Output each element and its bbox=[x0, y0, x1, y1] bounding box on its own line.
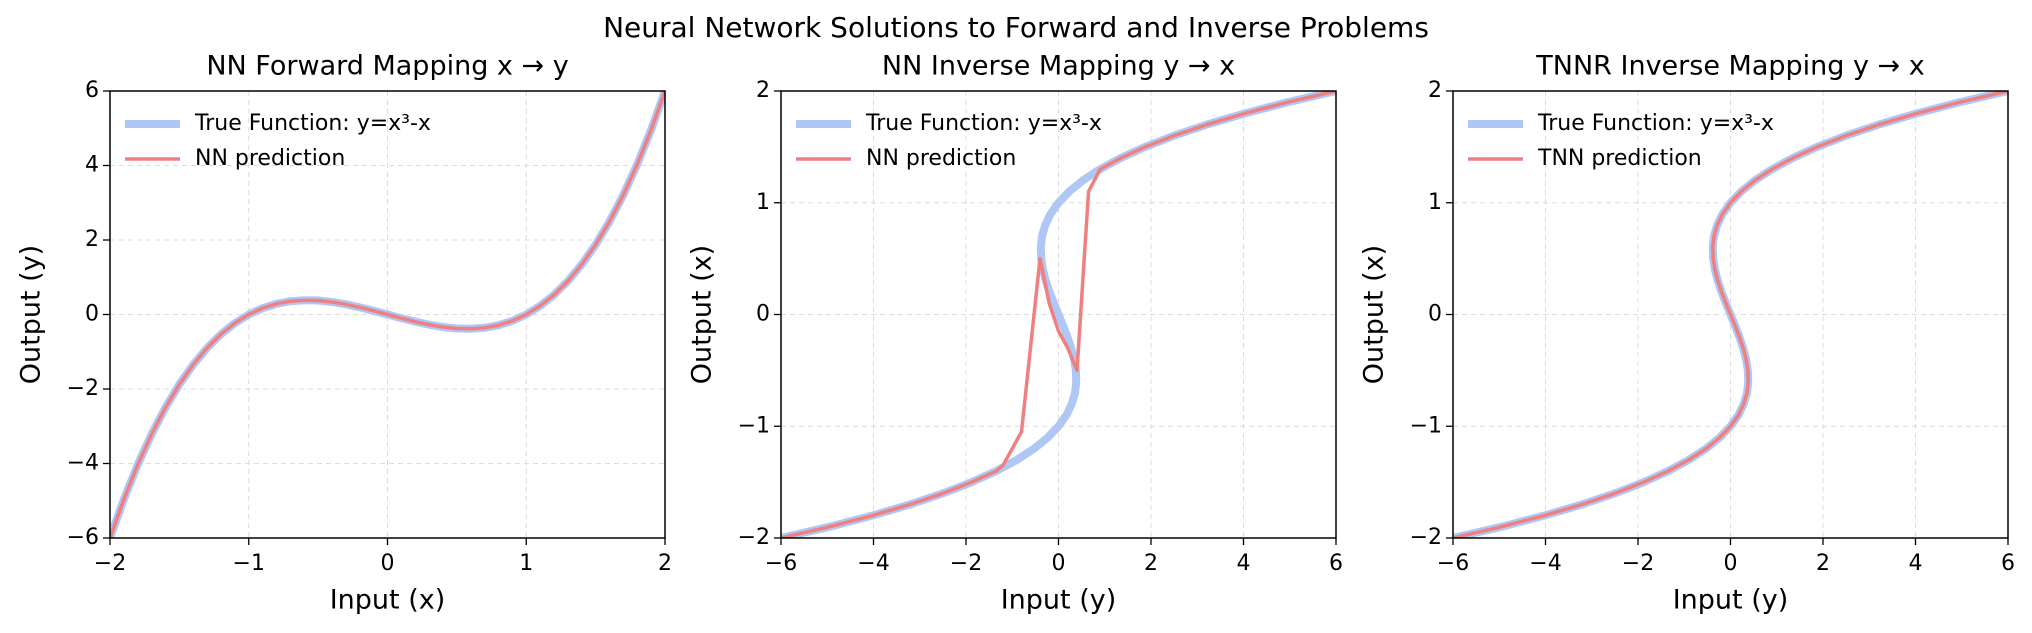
y-tick-label: −2 bbox=[67, 376, 99, 401]
y-tick-label: −1 bbox=[738, 413, 770, 438]
x-tick-label: −4 bbox=[857, 551, 889, 576]
y-tick-label: −6 bbox=[67, 525, 99, 550]
y-axis-label: Output (x) bbox=[687, 245, 718, 384]
x-tick-label: −2 bbox=[94, 551, 126, 576]
legend-label: True Function: y=x³-x bbox=[1537, 111, 1774, 136]
figure-title: Neural Network Solutions to Forward and … bbox=[603, 11, 1429, 44]
subplot: −6 −4 −2 0 2 4 6 −2 −1 0 1 2 NN Inverse Mapping y → … bbox=[687, 51, 1344, 616]
legend-label: NN prediction bbox=[195, 146, 345, 171]
subplot: −6 −4 −2 0 2 4 6 −2 −1 0 1 2 TNNR Inverse Mapping y … bbox=[1359, 51, 2016, 616]
y-tick-label: 1 bbox=[756, 190, 770, 215]
x-tick-label: 0 bbox=[1724, 551, 1738, 576]
subplot-title: NN Inverse Mapping y → x bbox=[882, 51, 1235, 82]
x-tick-label: 4 bbox=[1909, 551, 1923, 576]
y-tick-label: 4 bbox=[85, 153, 99, 178]
y-tick-label: 1 bbox=[1428, 190, 1442, 215]
x-tick-label: 0 bbox=[1052, 551, 1066, 576]
subplot-title: NN Forward Mapping x → y bbox=[206, 51, 568, 82]
x-tick-label: −4 bbox=[1529, 551, 1561, 576]
x-tick-label: −2 bbox=[1622, 551, 1654, 576]
y-tick-label: 0 bbox=[85, 302, 99, 327]
subplot-title: TNNR Inverse Mapping y → x bbox=[1535, 51, 1924, 82]
y-axis-label: Output (y) bbox=[16, 245, 47, 384]
y-tick-label: −2 bbox=[738, 525, 770, 550]
legend-label: TNN prediction bbox=[1537, 146, 1702, 171]
x-axis-label: Input (y) bbox=[1001, 585, 1117, 616]
x-tick-label: −1 bbox=[233, 551, 265, 576]
y-tick-label: 2 bbox=[756, 78, 770, 103]
y-tick-label: 6 bbox=[85, 78, 99, 103]
x-tick-label: −6 bbox=[765, 551, 797, 576]
y-tick-label: 0 bbox=[1428, 302, 1442, 327]
y-tick-label: 2 bbox=[85, 227, 99, 252]
y-tick-label: −2 bbox=[1410, 525, 1442, 550]
x-axis-label: Input (y) bbox=[1673, 585, 1789, 616]
series-line bbox=[1453, 91, 2008, 538]
x-tick-label: 4 bbox=[1237, 551, 1251, 576]
x-tick-label: −6 bbox=[1437, 551, 1469, 576]
subplot: −2 −1 0 1 2 −6 −4 −2 0 2 4 6 NN Forward Mapping x → … bbox=[16, 51, 673, 616]
y-tick-label: −4 bbox=[67, 451, 99, 476]
x-tick-label: −2 bbox=[950, 551, 982, 576]
x-tick-label: 2 bbox=[658, 551, 672, 576]
x-tick-label: 2 bbox=[1144, 551, 1158, 576]
series-line bbox=[781, 91, 1336, 538]
x-tick-label: 6 bbox=[1329, 551, 1343, 576]
x-tick-label: 6 bbox=[2001, 551, 2015, 576]
legend-label: True Function: y=x³-x bbox=[865, 111, 1102, 136]
x-tick-label: 1 bbox=[519, 551, 533, 576]
x-tick-label: 0 bbox=[381, 551, 395, 576]
legend-label: True Function: y=x³-x bbox=[194, 111, 431, 136]
y-tick-label: 0 bbox=[756, 302, 770, 327]
x-axis-label: Input (x) bbox=[330, 585, 446, 616]
series-line bbox=[110, 91, 665, 538]
x-tick-label: 2 bbox=[1816, 551, 1830, 576]
legend-label: NN prediction bbox=[866, 146, 1016, 171]
y-tick-label: 2 bbox=[1428, 78, 1442, 103]
y-axis-label: Output (x) bbox=[1359, 245, 1390, 384]
y-tick-label: −1 bbox=[1410, 413, 1442, 438]
